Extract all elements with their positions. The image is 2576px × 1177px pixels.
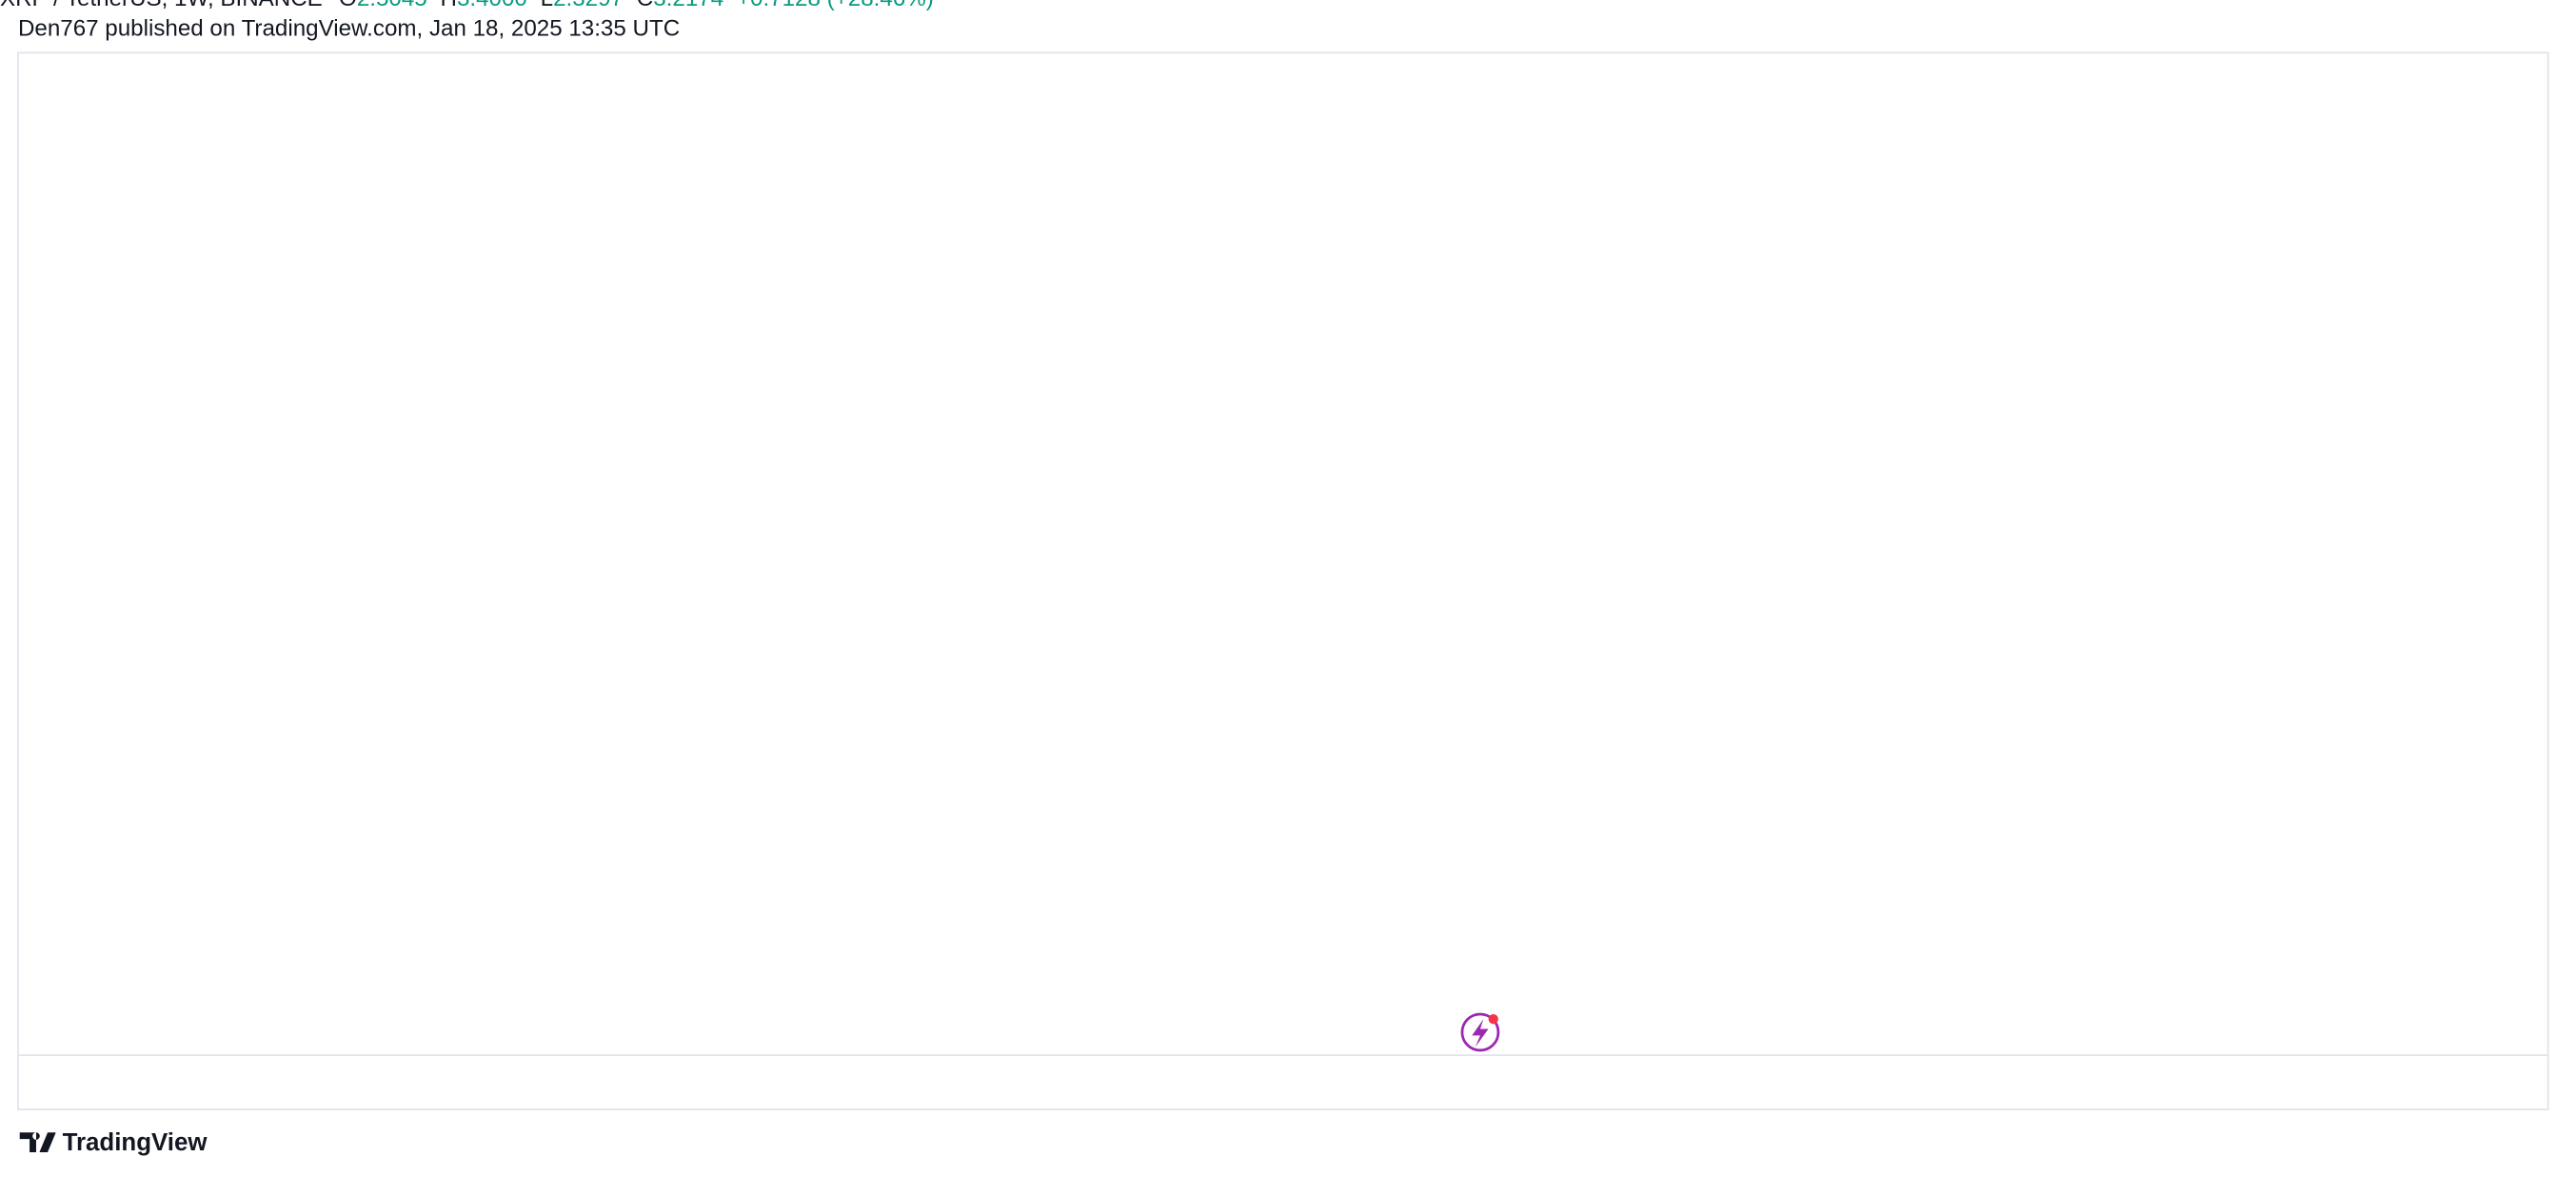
legend-value: 3.4000 bbox=[457, 0, 527, 12]
legend-value: 2.3297 bbox=[553, 0, 624, 12]
flash-icon bbox=[1460, 1012, 1500, 1052]
legend: XRP / TetherUS, 1W, BINANCE O2.5045 H3.400… bbox=[0, 0, 934, 12]
legend-title: XRP / TetherUS, 1W, BINANCE bbox=[0, 0, 323, 12]
legend-key: C bbox=[637, 0, 653, 12]
chart-frame bbox=[17, 51, 2549, 1110]
legend-change: +0.7128 (+28.46%) bbox=[737, 0, 934, 12]
legend-key: O bbox=[339, 0, 357, 12]
legend-key: L bbox=[541, 0, 553, 12]
legend-value: 2.5045 bbox=[357, 0, 427, 12]
publisher-header: Den767 published on TradingView.com, Jan… bbox=[18, 16, 680, 42]
footer-brand: TradingView bbox=[63, 1129, 208, 1156]
tradingview-logo bbox=[19, 1132, 56, 1152]
legend-value: 3.2174 bbox=[653, 0, 723, 12]
legend-key: H bbox=[441, 0, 457, 12]
